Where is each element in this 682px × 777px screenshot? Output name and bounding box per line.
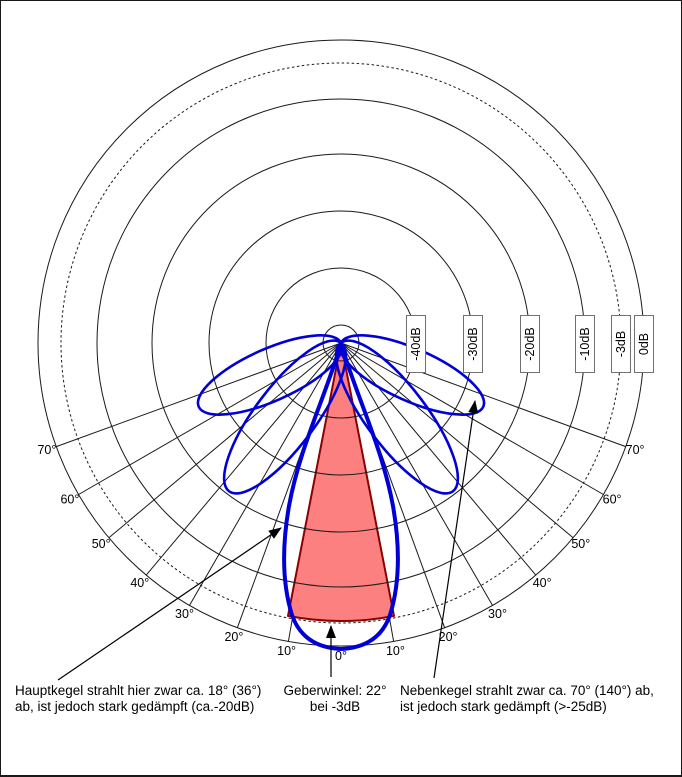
db-label--10dB: -10dB [578, 327, 592, 360]
annotation-hauptkegel-line1: Hauptkegel strahlt hier zwar ca. 18° (36… [15, 683, 262, 698]
radial-gridline-right-40 [340, 342, 537, 576]
angle-label-left-60: 60° [60, 493, 79, 507]
radial-gridline-left-70 [56, 342, 342, 448]
annotation-nebenkegel-line2: ist jedoch stark gedämpft (>-25dB) [400, 698, 607, 714]
radial-gridline-left-40 [145, 342, 342, 576]
angle-label-left-50: 50° [92, 537, 111, 551]
radial-gridline-right-70 [340, 342, 626, 448]
db-label-box--3dB: -3dB [611, 315, 631, 373]
db-label--40dB: -40dB [409, 327, 423, 360]
annotation-hauptkegel: Hauptkegel strahlt hier zwar ca. 18° (36… [15, 683, 271, 714]
db-label--30dB: -30dB [466, 327, 480, 360]
hauptkegel-arrow [57, 527, 282, 681]
radial-gridline-left-30 [189, 342, 342, 606]
angle-label-right-20: 20° [439, 630, 458, 644]
annotation-hauptkegel-line2: ab, ist jedoch stark gedämpft (ca.-20dB) [15, 698, 255, 714]
db-label-box--10dB: -10dB [575, 315, 595, 373]
radial-gridline-right-30 [340, 342, 493, 606]
radial-gridline-left-50 [108, 342, 342, 539]
angle-label-right-70: 70° [626, 443, 645, 457]
angle-label-left-20: 20° [224, 630, 243, 644]
annotation-geberwinkel: Geberwinkel: 22° bei -3dB [270, 683, 400, 714]
db-label-box--20dB: -20dB [520, 315, 540, 373]
db-label-0dB: 0dB [637, 333, 651, 355]
angle-label-right-40: 40° [533, 576, 552, 590]
nebenkegel-arrow [433, 400, 479, 679]
angle-label-right-60: 60° [603, 493, 622, 507]
db-label--3dB: -3dB [614, 331, 628, 357]
main-lobe-outline [282, 341, 400, 651]
angle-label-right-50: 50° [571, 537, 590, 551]
annotation-nebenkegel: Nebenkegel strahlt zwar ca. 70° (140°) a… [400, 683, 666, 714]
angle-label-left-30: 30° [175, 607, 194, 621]
db-label-box--40dB: -40dB [406, 315, 426, 373]
radial-gridline-left-60 [78, 342, 342, 495]
radial-gridline-right-50 [340, 342, 574, 539]
angle-label-left-40: 40° [130, 576, 149, 590]
main-beam-wedge [287, 342, 395, 622]
db-label-box-0dB: 0dB [634, 315, 654, 373]
db-label--20dB: -20dB [523, 327, 537, 360]
angle-label-right-10: 10° [386, 644, 405, 658]
annotation-nebenkegel-line1: Nebenkegel strahlt zwar ca. 70° (140°) a… [400, 683, 654, 698]
angle-label-left-10: 10° [277, 644, 296, 658]
angle-label-0: 0° [335, 649, 347, 663]
annotation-geberwinkel-line1: Geberwinkel: 22° [283, 683, 387, 698]
angle-label-right-30: 30° [488, 607, 507, 621]
angle-label-left-70: 70° [37, 443, 56, 457]
db-label-box--30dB: -30dB [463, 315, 483, 373]
annotation-geberwinkel-line2: bei -3dB [309, 698, 361, 714]
